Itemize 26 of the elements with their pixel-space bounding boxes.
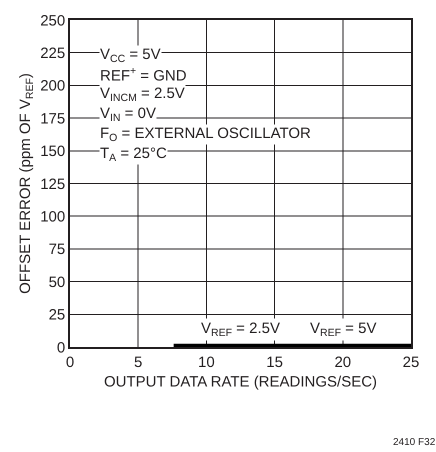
annotation: V$_{INCM}$ = 2.5V — [100, 85, 185, 104]
annotation: V$_{REF}$ = 2.5V — [201, 320, 280, 340]
x-tick-label: 20 — [334, 354, 352, 371]
annotation: V$_{CC}$ = 5V — [100, 46, 161, 66]
y-tick-label: 75 — [48, 241, 66, 258]
y-tick-label: 100 — [40, 208, 66, 226]
x-axis-title: OUTPUT DATA RATE (READINGS/SEC) — [104, 373, 378, 390]
annotation: V$_{IN}$ = 0V — [100, 105, 156, 124]
x-tick-label: 25 — [402, 354, 420, 371]
annotation: F$_{O}$ = EXTERNAL OSCILLATOR — [100, 125, 312, 144]
x-tick-label: 5 — [134, 354, 142, 371]
y-tick-label: 25 — [48, 306, 66, 324]
annotation: V$_{REF}$ = 5V — [310, 320, 376, 340]
x-tick-label: 10 — [198, 354, 215, 371]
x-tick-label: 15 — [266, 354, 283, 371]
y-tick-label: 0 — [56, 339, 66, 356]
annotation: REF$^{+}$ = GND — [100, 65, 187, 84]
y-tick-label: 250 — [40, 12, 66, 30]
annotation: T$_{A}$ = 25°C — [100, 145, 167, 164]
y-tick-label: 200 — [40, 78, 66, 95]
y-tick-label: 150 — [40, 143, 66, 160]
y-tick-label: 225 — [40, 44, 66, 62]
text: 2410 F32 — [393, 437, 436, 448]
y-tick-label: 175 — [40, 110, 66, 128]
y-tick-label: 125 — [40, 176, 66, 193]
y-tick-label: 50 — [48, 274, 66, 291]
